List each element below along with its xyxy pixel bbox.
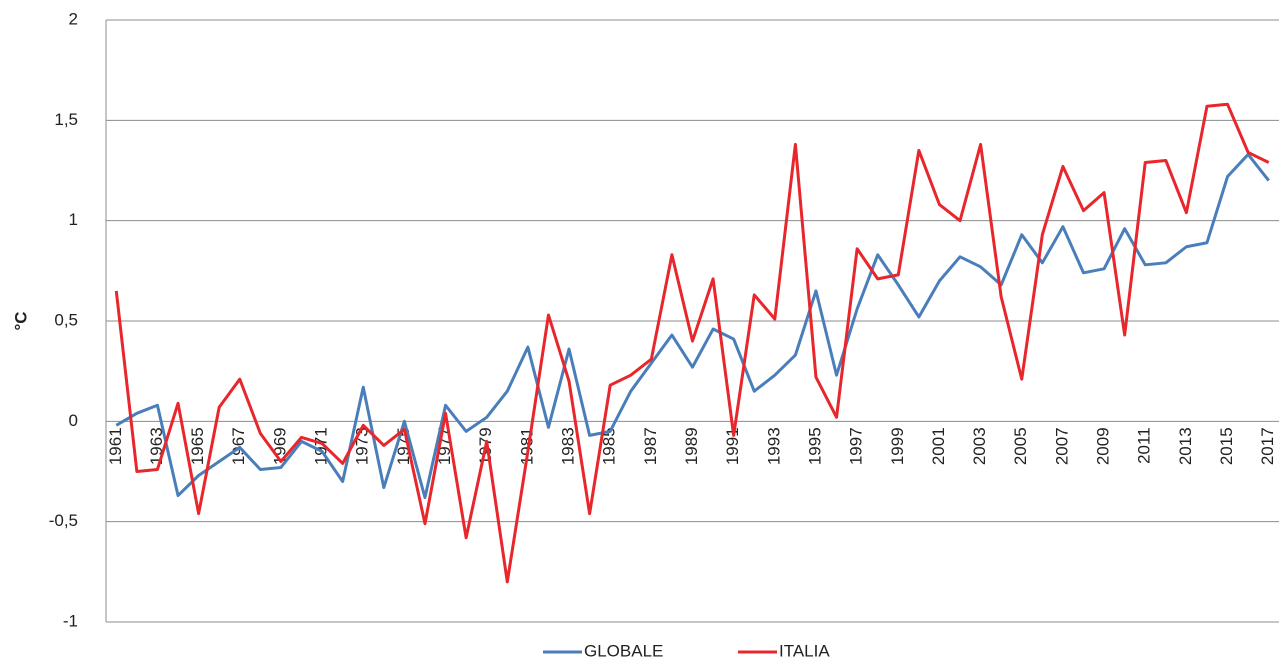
x-tick-label: 2017 bbox=[1258, 427, 1277, 465]
x-tick-label: 1997 bbox=[847, 427, 866, 465]
x-tick-label: 2011 bbox=[1135, 427, 1154, 464]
x-tick-label: 1983 bbox=[559, 427, 578, 465]
x-tick-label: 1985 bbox=[600, 427, 619, 465]
x-tick-label: 1981 bbox=[517, 427, 536, 465]
x-tick-label: 2001 bbox=[929, 427, 948, 465]
x-tick-label: 1989 bbox=[682, 427, 701, 465]
y-tick-label: 2 bbox=[69, 9, 78, 28]
x-tick-label: 2003 bbox=[970, 427, 989, 465]
y-tick-label: 0 bbox=[69, 411, 78, 430]
y-tick-label: 0,5 bbox=[54, 310, 78, 329]
x-tick-label: 2015 bbox=[1217, 427, 1236, 465]
y-tick-label: 1 bbox=[69, 210, 78, 229]
x-tick-label: 1961 bbox=[106, 427, 125, 465]
series-line bbox=[114, 102, 1270, 584]
y-tick-label: 1,5 bbox=[54, 110, 78, 129]
x-tick-label: 1965 bbox=[188, 427, 207, 465]
x-tick-label: 1987 bbox=[641, 427, 660, 465]
x-tick-label: 1973 bbox=[353, 427, 372, 465]
y-tick-label: -0,5 bbox=[49, 511, 78, 530]
y-tick-label: -1 bbox=[63, 611, 78, 630]
x-tick-label: 1967 bbox=[229, 427, 248, 465]
x-tick-label: 2013 bbox=[1176, 427, 1195, 465]
x-tick-label: 2005 bbox=[1011, 427, 1030, 465]
x-tick-label: 2007 bbox=[1052, 427, 1071, 465]
x-tick-label: 1995 bbox=[805, 427, 824, 465]
legend-label: GLOBALE bbox=[584, 641, 663, 660]
legend-label: ITALIA bbox=[779, 641, 830, 660]
x-tick-label: 1991 bbox=[723, 427, 742, 465]
y-axis-title: °C bbox=[11, 311, 30, 330]
x-tick-label: 2009 bbox=[1094, 427, 1113, 465]
x-tick-label: 1999 bbox=[888, 427, 907, 465]
series-line bbox=[115, 152, 1270, 500]
x-tick-label: 1993 bbox=[764, 427, 783, 465]
